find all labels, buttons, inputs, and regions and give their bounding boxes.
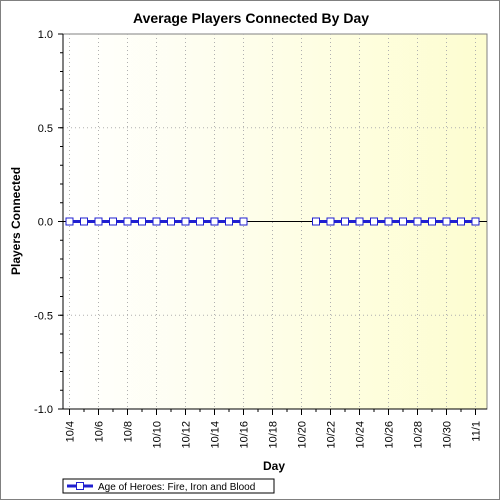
data-point <box>65 217 74 226</box>
x-tick-label: 10/30 <box>442 421 454 449</box>
x-tick-label: 10/6 <box>94 421 106 442</box>
data-point <box>326 217 335 226</box>
x-tick-label: 10/10 <box>152 421 164 449</box>
legend-series-label: Age of Heroes: Fire, Iron and Blood <box>98 482 255 493</box>
data-point <box>239 217 248 226</box>
y-tick-labels: 1.0 0.5 0.0 -0.5 -1.0 <box>34 29 53 416</box>
data-point <box>355 217 364 226</box>
x-tick-label: 10/28 <box>413 421 425 449</box>
legend: Age of Heroes: Fire, Iron and Blood <box>62 478 275 494</box>
y-tick-label: 1.0 <box>38 29 53 41</box>
y-axis-label: Players Connected <box>9 167 23 275</box>
x-tick-label: 11/1 <box>471 421 483 442</box>
x-tick-label: 10/18 <box>268 421 280 449</box>
data-point <box>138 217 146 226</box>
y-tick-label: -0.5 <box>34 310 53 322</box>
data-point <box>471 217 480 226</box>
x-tick-label: 10/22 <box>326 421 338 449</box>
data-point <box>181 217 190 226</box>
data-point <box>167 217 175 226</box>
data-point <box>152 217 161 226</box>
x-tick-label: 10/12 <box>181 421 193 449</box>
data-point <box>80 217 88 226</box>
x-tick-label: 10/20 <box>297 421 309 449</box>
data-point <box>442 217 451 226</box>
data-point <box>384 217 393 226</box>
data-point <box>341 217 349 226</box>
chart-title: Average Players Connected By Day <box>133 10 369 26</box>
data-point <box>94 217 103 226</box>
data-point <box>312 217 320 226</box>
data-point <box>225 217 233 226</box>
x-tick-label: 10/24 <box>355 421 367 449</box>
data-point <box>399 217 407 226</box>
x-tick-label: 10/26 <box>384 421 396 449</box>
series-layer <box>65 217 480 226</box>
y-tick-label: 0.0 <box>38 217 53 229</box>
axes <box>58 33 487 415</box>
data-point <box>196 217 204 226</box>
grid <box>63 34 487 409</box>
data-point <box>109 217 117 226</box>
y-tick-label: -1.0 <box>34 404 53 416</box>
x-tick-labels: 10/4 10/6 10/8 10/10 10/12 10/14 10/16 10/18 10/… <box>65 421 483 449</box>
legend-box <box>62 478 275 494</box>
data-point <box>123 217 132 226</box>
data-point <box>413 217 422 226</box>
x-axis-label: Day <box>263 459 285 473</box>
x-tick-label: 10/14 <box>210 421 222 449</box>
legend-series-marker <box>76 482 84 490</box>
x-tick-label: 10/4 <box>65 421 77 442</box>
x-tick-label: 10/16 <box>239 421 251 449</box>
data-point <box>428 217 436 226</box>
data-point <box>210 217 219 226</box>
data-point <box>457 217 465 226</box>
data-point <box>370 217 378 226</box>
y-tick-label: 0.5 <box>38 123 53 135</box>
x-tick-label: 10/8 <box>123 421 135 442</box>
